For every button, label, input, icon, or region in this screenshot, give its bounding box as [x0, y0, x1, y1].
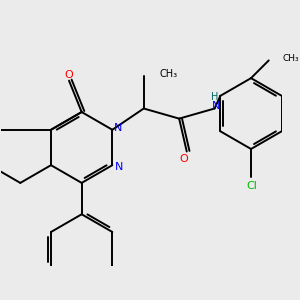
- Text: H: H: [212, 92, 219, 102]
- Text: N: N: [212, 101, 220, 112]
- Text: Cl: Cl: [246, 181, 257, 191]
- Text: O: O: [64, 70, 74, 80]
- Text: N: N: [114, 123, 123, 133]
- Text: O: O: [180, 154, 189, 164]
- Text: CH₃: CH₃: [283, 54, 299, 63]
- Text: CH₃: CH₃: [160, 69, 178, 79]
- Text: N: N: [115, 162, 123, 172]
